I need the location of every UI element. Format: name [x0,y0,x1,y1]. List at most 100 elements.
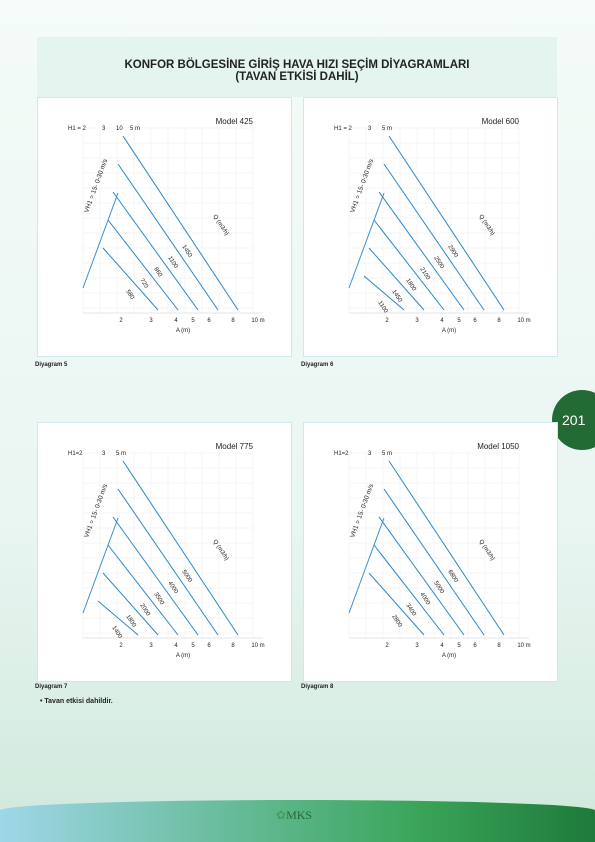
note: • Tavan etkisi dahildir. [40,698,113,705]
x-label: 2 [385,318,389,324]
x-label: 2 [119,643,123,649]
x-label: 2 [119,318,123,324]
caption: Diyagram 6 [301,362,334,368]
flow-label: Q (m3/h) [477,539,495,562]
flow-line [373,219,445,311]
model: Model 775 [216,442,254,451]
flow-line [107,544,179,636]
flow-line [388,460,505,636]
flow-line [122,135,239,311]
h1-label: 3 [368,451,372,457]
x-label: 5 [457,318,461,324]
x-label: 10 m [251,643,264,649]
diagram-svg: Model 425 H1 = 2 3 10 5 m VH1 = 15- 0-30 m/s 1… [68,117,265,334]
x-label: 8 [231,643,235,649]
page-number: 201 [552,390,595,450]
x-label: 10 m [251,318,264,324]
caption: Diyagram 7 [35,684,68,690]
x-title: A (m) [176,653,190,659]
velocity-label: VH1 = 15- 0-30 m/s [349,482,375,538]
h1-label: 5 m [382,126,392,132]
flow-label: Q (m3/h) [477,214,495,237]
flow-line [383,163,485,311]
flow-line [117,488,219,636]
flow-line [363,275,405,311]
flow-line [368,572,425,636]
velocity-label: VH1 = 15- 0-30 m/s [83,482,109,538]
x-label: 10 m [517,643,530,649]
h1-label: H1 = 2 [68,126,87,132]
logo: ✿MKS [276,808,313,822]
curve [82,192,119,289]
x-label: 5 [191,318,195,324]
h1-label: 3 [368,126,372,132]
flow-line [388,135,505,311]
flow-line [107,219,179,311]
caption: Diyagram 8 [301,684,334,690]
curve [82,517,119,614]
h1-label: H1=2 [334,451,349,457]
flow-line [112,516,199,636]
flow-value: 1800 [124,614,137,629]
model: Model 1050 [477,442,519,451]
flow-line [368,247,425,311]
x-label: 5 [191,643,195,649]
x-label: 3 [415,643,419,649]
h1-label: H1 = 2 [334,126,353,132]
diagram: Model 1050 H1=2 3 5 m VH1 = 15- 0-30 m/s 6800… [303,422,558,682]
velocity-label: VH1 = 15- 0-30 m/s [83,157,109,213]
flow-line [122,460,239,636]
flow-value: 720 [138,278,149,290]
flow-value: 1450 [390,289,403,304]
h1-label: 5 m [382,451,392,457]
note-text: Tavan etkisi dahildir. [44,698,113,705]
flow-line [378,516,465,636]
logo-text: MKS [286,808,313,822]
flow-line [97,600,139,636]
model: Model 600 [482,117,520,126]
flow-value: 860 [152,267,163,279]
x-title: A (m) [176,328,190,334]
h1-label: 10 [116,126,123,132]
x-label: 10 m [517,318,530,324]
x-label: 8 [497,643,501,649]
x-label: 8 [497,318,501,324]
flow-line [117,163,219,311]
x-label: 2 [385,643,389,649]
x-title: A (m) [442,328,456,334]
h1-label: 3 [102,451,106,457]
title: (TAVAN ETKİSİ DAHİL) [235,71,359,83]
diagram: Model 425 H1 = 2 3 10 5 m VH1 = 15- 0-30 m/s 1… [37,97,292,357]
title: KONFOR BÖLGESİNE GİRİŞ HAVA HIZI SEÇİM D… [124,59,470,71]
flow-line [102,247,159,311]
flow-value: 580 [124,289,135,301]
flow-value: 1100 [376,300,388,315]
x-label: 6 [473,643,477,649]
x-label: 4 [440,318,444,324]
h1-label: 5 m [116,451,126,457]
x-label: 5 [457,643,461,649]
x-label: 6 [473,318,477,324]
x-label: 8 [231,318,235,324]
header: KONFOR BÖLGESİNE GİRİŞ HAVA HIZI SEÇİM D… [37,37,557,97]
flow-line [373,544,445,636]
flow-label: Q (m3/h) [211,214,229,237]
h1-label: H1=2 [68,451,83,457]
curve [348,192,385,289]
flow-line [112,191,199,311]
x-label: 6 [207,643,211,649]
footer-band [0,800,595,842]
x-label: 6 [207,318,211,324]
x-label: 3 [415,318,419,324]
flow-line [378,191,465,311]
x-title: A (m) [442,653,456,659]
diagram: Model 775 H1=2 3 5 m VH1 = 15- 0-30 m/s 5000 4… [37,422,292,682]
x-label: 3 [149,643,153,649]
x-label: 4 [440,643,444,649]
h1-label: 3 [102,126,106,132]
flow-line [383,488,485,636]
